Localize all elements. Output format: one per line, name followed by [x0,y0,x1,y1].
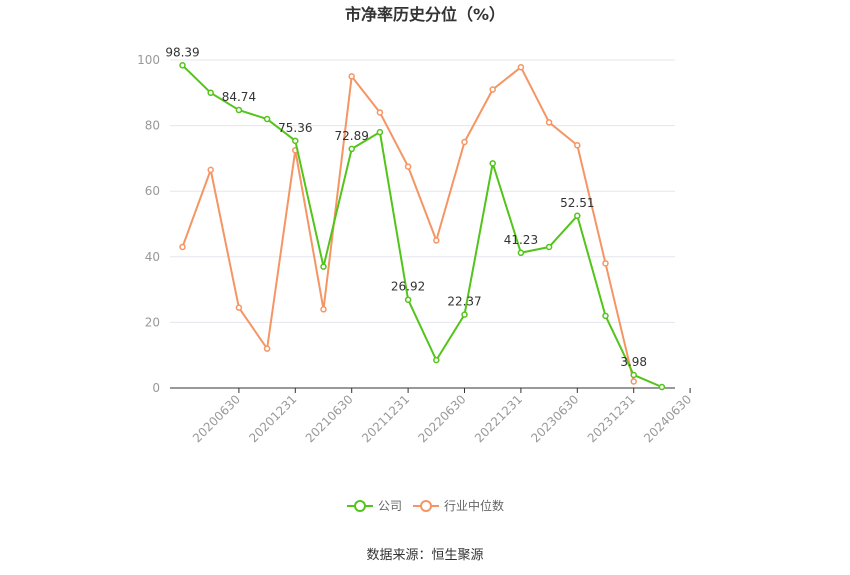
y-tick-label: 100 [137,53,160,67]
data-point[interactable] [433,237,440,244]
legend-marker [420,500,432,512]
data-label: 22.37 [447,295,481,309]
data-point[interactable] [235,106,243,114]
series-line-0 [181,64,663,388]
axis-layer: 0 20 40 60 80 100 20200630 20201231 20210630 2021… [137,53,694,445]
data-point[interactable] [348,145,355,153]
data-label: 26.92 [391,280,425,294]
data-point[interactable] [658,383,666,391]
data-point[interactable] [263,345,271,352]
y-tick-label: 20 [145,315,160,329]
data-point[interactable] [602,260,609,267]
legend-label: 公司 [378,499,402,513]
x-tick-label: 20210630 [303,392,356,445]
legend-item-0[interactable]: 公司 [347,499,402,513]
data-point[interactable] [404,296,412,303]
data-label: 72.89 [335,129,369,143]
data-label: 98.39 [165,45,199,59]
data-point[interactable] [179,243,186,251]
x-tick-label: 20240630 [641,392,694,445]
data-point[interactable] [461,138,468,146]
data-point[interactable] [517,249,525,257]
data-point[interactable] [207,89,214,97]
data-point[interactable] [489,86,496,93]
data-point[interactable] [433,356,440,364]
x-tick-label: 20220630 [416,392,469,445]
data-point[interactable] [461,311,468,318]
data-point[interactable] [517,63,525,71]
data-point[interactable] [320,306,327,313]
series-layer [179,62,666,391]
data-point[interactable] [545,119,553,126]
legend-marker [354,500,366,512]
data-label-layer: 98.39 84.74 75.36 72.89 26.92 22.37 41.23 52.51… [165,45,647,369]
x-tick-label: 20221231 [472,392,525,445]
x-tick-label: 20231231 [585,392,638,445]
data-label: 52.51 [560,196,594,210]
legend-item-1[interactable]: 行业中位数 [413,498,504,513]
data-label: 84.74 [222,90,256,104]
data-label: 41.23 [504,233,538,247]
y-tick-label: 60 [145,184,160,198]
data-point[interactable] [292,137,299,145]
x-tick-label: 20200630 [190,392,243,445]
chart-title: 市净率历史分位（%） [345,5,505,24]
data-point[interactable] [348,73,355,80]
data-point[interactable] [320,263,327,270]
y-tick-label: 80 [145,119,160,133]
legend-label: 行业中位数 [444,498,504,513]
data-point[interactable] [376,109,384,116]
x-tick-label: 20211231 [359,392,412,445]
x-tick-label: 20201231 [246,392,299,445]
x-tick-label: 20230630 [528,392,581,445]
source-text: 数据来源：恒生聚源 [366,548,483,563]
data-point[interactable] [489,160,496,167]
legend[interactable]: 公司 行业中位数 [347,498,504,513]
y-tick-label: 40 [145,250,160,264]
y-tick-label: 0 [152,381,160,395]
data-point[interactable] [207,166,214,174]
data-point[interactable] [602,312,609,320]
data-point[interactable] [545,243,553,251]
grid-layer [170,59,675,323]
data-point[interactable] [179,62,186,69]
data-point[interactable] [630,378,637,385]
data-point[interactable] [574,212,581,220]
data-label: 75.36 [278,121,312,135]
data-point[interactable] [404,163,412,170]
data-point[interactable] [574,142,581,149]
data-point[interactable] [263,115,271,123]
data-point[interactable] [235,304,243,311]
data-point[interactable] [630,371,637,379]
data-point[interactable] [376,128,384,136]
data-label: 3.98 [620,355,647,369]
